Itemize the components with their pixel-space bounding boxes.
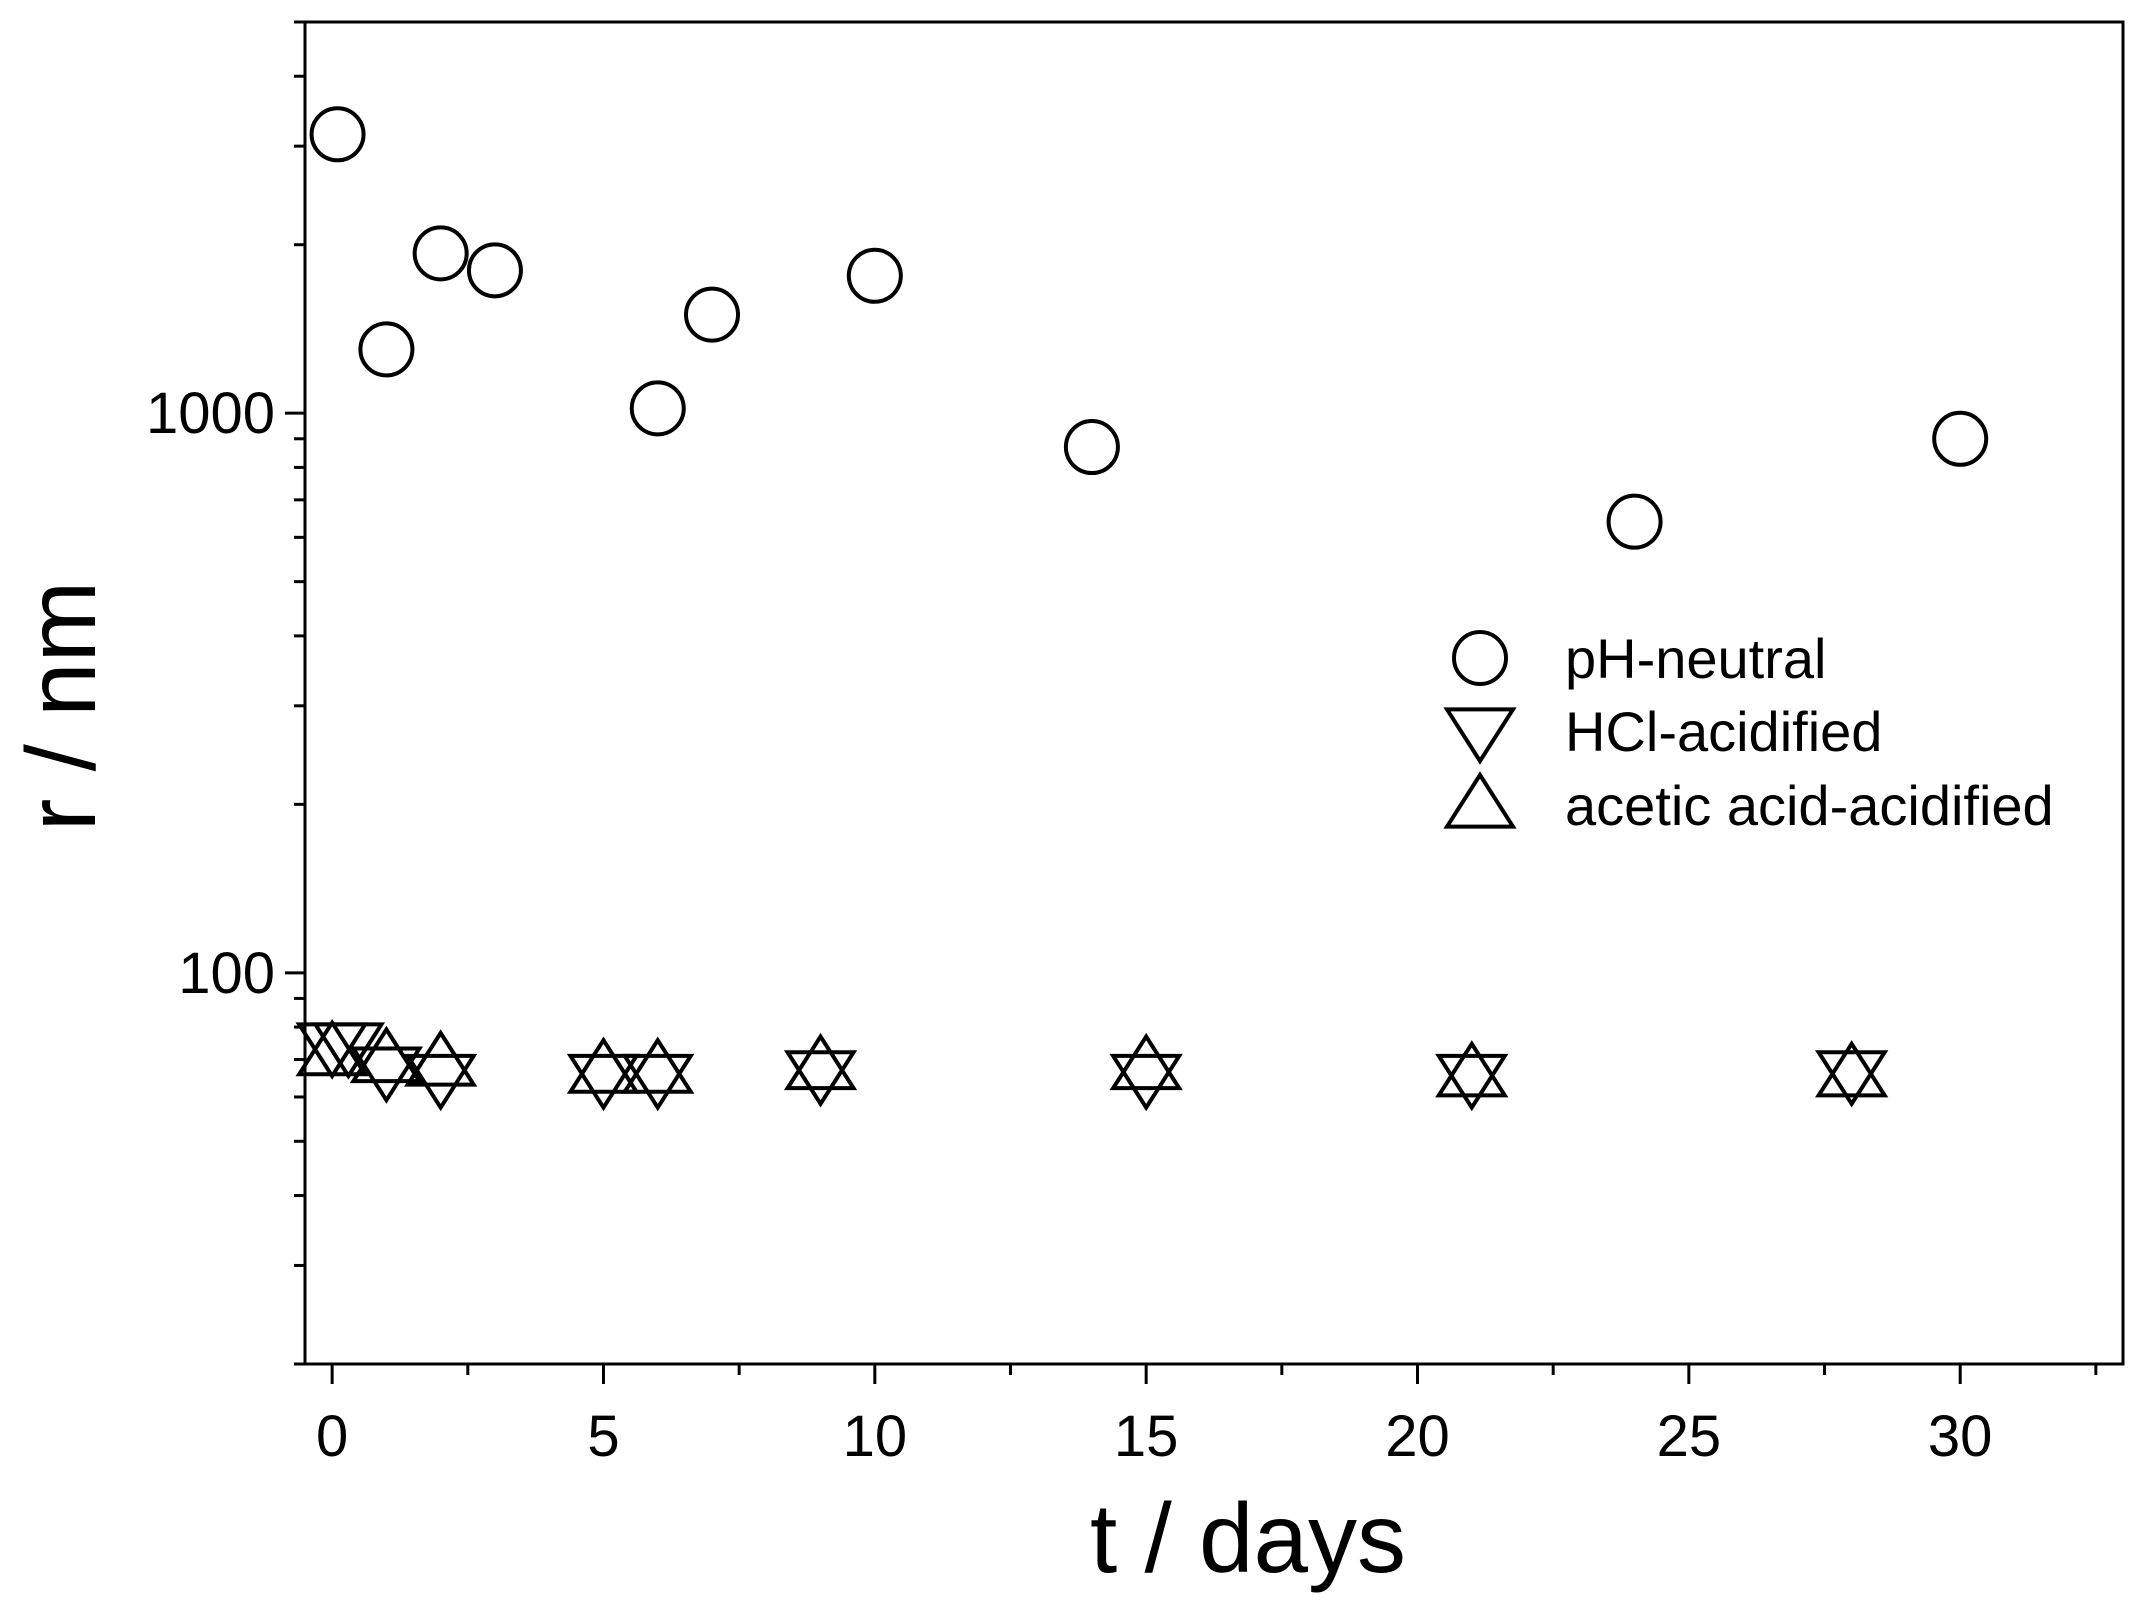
data-point — [1932, 410, 1989, 467]
data-point — [404, 1029, 478, 1087]
data-point — [783, 1050, 858, 1108]
legend: pH-neutral HCl-acidified acetic acid-acidi… — [1443, 627, 2054, 837]
y-tick-label: 1000 — [146, 381, 275, 446]
data-point — [404, 1053, 478, 1112]
data-point — [621, 1036, 695, 1094]
data-point — [1109, 1032, 1183, 1091]
data-point — [349, 1046, 424, 1104]
data-point — [466, 242, 523, 299]
series-1 — [309, 106, 1989, 550]
data-point — [1815, 1050, 1889, 1108]
x-tick-label: 0 — [316, 1404, 348, 1469]
x-tick-label: 30 — [1928, 1404, 1993, 1469]
data-point — [349, 1025, 424, 1084]
series-2 — [295, 1022, 1889, 1112]
data-point — [1815, 1040, 1889, 1098]
x-tick-label: 10 — [843, 1404, 908, 1469]
legend-marker — [1452, 630, 1508, 686]
data-point — [846, 247, 903, 304]
data-point — [1435, 1053, 1509, 1112]
y-axis: 100 1000 — [146, 20, 305, 1366]
data-point — [412, 225, 469, 282]
legend-label: acetic acid-acidified — [1565, 774, 2054, 837]
y-axis-title: r / nm — [6, 581, 116, 831]
legend-marker — [1443, 771, 1517, 829]
y-tick-label: 100 — [178, 941, 275, 1006]
data-points — [295, 106, 1989, 1112]
plot-area — [303, 20, 2125, 1366]
data-point — [295, 1018, 369, 1077]
data-point — [629, 380, 686, 437]
data-point — [1606, 493, 1663, 550]
x-tick-label: 20 — [1385, 1404, 1450, 1469]
data-point — [358, 321, 415, 378]
data-point — [783, 1032, 858, 1091]
x-axis-title: t / days — [1090, 1483, 1406, 1593]
x-tick-label: 5 — [587, 1404, 619, 1469]
data-point — [621, 1053, 695, 1112]
data-point — [566, 1036, 641, 1094]
legend-label: pH-neutral — [1565, 627, 1826, 690]
legend-marker — [1443, 707, 1517, 765]
x-tick-label: 25 — [1657, 1404, 1722, 1469]
data-point — [1063, 419, 1120, 476]
x-tick-label: 15 — [1114, 1404, 1179, 1469]
legend-label: HCl-acidified — [1565, 700, 1882, 763]
data-point — [684, 286, 741, 343]
series-3 — [295, 1018, 1889, 1098]
data-point — [1435, 1040, 1509, 1098]
data-point — [1109, 1053, 1183, 1112]
data-point — [309, 106, 366, 163]
x-axis: 0 5 10 15 20 25 30 — [316, 1364, 2098, 1469]
data-point — [566, 1053, 641, 1112]
